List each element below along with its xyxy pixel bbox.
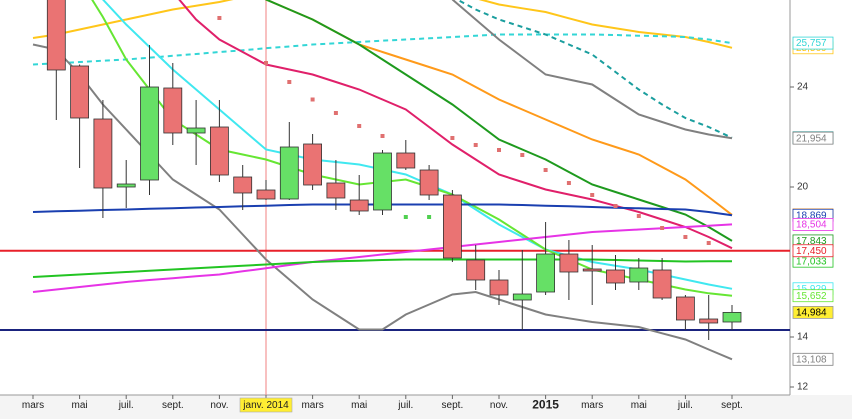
candle-body <box>209 126 229 176</box>
candle-body <box>93 118 113 189</box>
candle-body <box>349 199 369 212</box>
x-tick-label: mars <box>581 400 603 411</box>
x-tick-label: nov. <box>490 400 508 411</box>
indicator-line <box>451 0 733 140</box>
candle-body <box>256 189 276 200</box>
value-label: 17,450 <box>796 246 827 257</box>
candle-body <box>536 253 555 293</box>
sar-dot <box>450 136 455 140</box>
candle-body <box>489 279 509 296</box>
x-tick-label: mai <box>631 400 647 411</box>
sar-dot <box>310 97 315 102</box>
sar-dot <box>543 168 548 172</box>
candle-body <box>699 318 719 324</box>
sar-dot <box>660 226 665 230</box>
x-tick-label: juil. <box>397 400 413 411</box>
candle-body <box>629 267 649 283</box>
sar-dot <box>613 204 618 208</box>
value-label: 13,108 <box>796 354 827 365</box>
value-label: 21,954 <box>796 133 827 144</box>
sar-dot <box>566 181 571 185</box>
value-label-box <box>792 36 834 50</box>
indicator-line <box>455 0 733 139</box>
x-tick-label: mai <box>72 400 88 411</box>
candle-body <box>396 152 416 169</box>
value-label-box <box>792 289 834 303</box>
candle-body <box>116 183 136 188</box>
candle-body <box>582 268 602 272</box>
value-label: 18,869 <box>796 210 827 221</box>
x-tick-label: juil. <box>677 400 693 411</box>
sar-dot <box>590 193 595 197</box>
value-label: 14,984 <box>796 308 827 319</box>
sar-dot <box>217 16 222 20</box>
sar-dot <box>497 148 501 152</box>
sar-dot <box>333 111 338 115</box>
candle-body <box>233 176 253 194</box>
sar-dot <box>473 143 478 147</box>
candle-body <box>676 296 695 321</box>
sar-dot <box>520 153 525 157</box>
value-label-box <box>792 244 834 258</box>
candle-body <box>652 269 672 299</box>
sar-dot <box>683 235 688 239</box>
value-label-box <box>792 352 834 366</box>
indicator-line <box>32 0 733 49</box>
x-tick-label: sept. <box>721 400 743 411</box>
value-label: 17,843 <box>796 236 827 247</box>
x-tick-label: mars <box>301 400 323 411</box>
indicator-line <box>32 223 733 293</box>
y-tick-label: 20 <box>797 182 809 193</box>
candle-body <box>46 0 66 71</box>
candle-body <box>186 127 206 134</box>
candle-body <box>512 293 532 301</box>
x-tick-label: janv. 2014 <box>242 400 289 411</box>
sar-dot <box>706 241 711 245</box>
x-tick-label: nov. <box>210 400 228 411</box>
sar-dot <box>357 124 362 128</box>
value-label: 18,504 <box>796 220 827 231</box>
candle-body <box>70 65 89 119</box>
candle-body <box>559 253 579 273</box>
candle-body <box>140 86 159 181</box>
value-label-box <box>792 305 834 319</box>
indicator-line <box>265 0 733 242</box>
value-label: 17,033 <box>796 256 827 267</box>
x-tick-label: sept. <box>162 400 184 411</box>
plot <box>0 0 790 395</box>
x-tick-label: juil. <box>118 400 134 411</box>
candle-body <box>326 182 346 199</box>
x-tick-label: mars <box>22 400 44 411</box>
candle-body <box>722 311 742 323</box>
cursor-label-bg <box>239 397 293 413</box>
candle-body <box>606 269 625 284</box>
value-label-box <box>792 217 834 231</box>
value-label: 15,652 <box>796 291 827 302</box>
y-axis-area <box>790 0 852 395</box>
indicator-line <box>101 0 733 290</box>
y-tick-label: 24 <box>797 82 809 93</box>
candle-body <box>279 146 299 200</box>
x-tick-label: mai <box>351 400 367 411</box>
value-label-box <box>792 131 834 145</box>
candle-body <box>373 152 392 211</box>
sar-dot <box>380 134 385 138</box>
axes: 1214202425,56925,75721,96821,95413,10818… <box>22 36 834 413</box>
y-tick-label: 14 <box>797 332 809 343</box>
candle-body <box>442 194 462 259</box>
candle-body <box>419 169 439 196</box>
x-tick-label: sept. <box>442 400 464 411</box>
sar-dot <box>427 215 432 219</box>
x-tick-label: 2015 <box>532 398 559 412</box>
candle-body <box>303 143 323 186</box>
value-label: 25,757 <box>796 38 827 49</box>
sar-dot <box>264 61 268 65</box>
candle-body <box>466 259 486 281</box>
sar-dot <box>403 215 408 219</box>
y-tick-label: 12 <box>797 382 809 393</box>
sar-dot <box>287 80 292 84</box>
candle-body <box>163 87 183 134</box>
sar-dot <box>636 214 641 218</box>
